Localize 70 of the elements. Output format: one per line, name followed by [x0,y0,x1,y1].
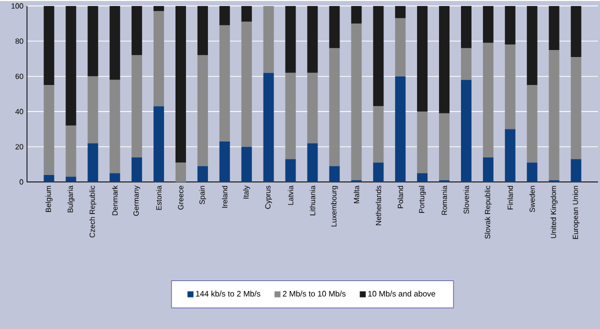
bar [263,72,274,182]
bar [154,6,164,12]
bar [395,18,406,76]
bar [219,6,230,26]
bar [460,6,472,48]
bar [44,85,54,175]
bar [329,48,340,166]
bar [307,6,318,73]
bar [373,6,384,106]
bar [417,112,428,174]
bar [395,6,406,18]
bar [154,106,164,182]
bar [526,85,538,163]
bar [548,6,560,50]
bar [307,72,318,144]
bar [417,6,428,112]
bar [66,126,76,177]
bar [460,48,472,80]
bar [548,50,560,180]
bar [241,22,252,147]
bar [44,6,54,86]
bar [66,176,76,182]
bar [219,25,230,142]
bar [132,157,142,182]
bar [132,6,142,56]
bar [197,166,208,182]
bar [570,57,582,160]
bar [197,55,208,166]
bar [460,80,472,182]
bar [88,6,98,76]
bar [351,24,362,180]
bar [197,6,208,56]
bar [110,173,120,182]
bar [351,6,362,24]
bar [44,174,54,182]
bar [526,162,538,182]
bar [439,6,450,114]
bar [263,6,274,73]
bar [241,6,252,22]
bar [175,6,186,163]
bar [373,106,384,163]
bar [373,162,384,182]
bar [175,162,186,182]
bar [395,76,406,182]
bar [439,113,450,180]
bar [504,129,516,182]
bar [504,44,516,130]
bar [110,80,120,174]
bar [482,157,494,182]
bar [417,173,428,182]
bar [285,72,296,160]
bar [241,146,252,182]
bar [132,55,142,158]
bar [482,6,494,43]
bar [285,159,296,182]
bar [66,6,76,126]
bar [482,42,494,158]
bar [88,76,98,144]
bar [285,6,296,73]
bar [570,6,582,58]
bar [526,6,538,86]
bar [570,159,582,182]
bar [154,11,164,106]
bar [329,166,340,182]
bar [504,6,516,45]
bar [329,6,340,48]
bar [88,143,98,182]
bar [110,6,120,80]
bar [219,141,230,182]
bar [307,143,318,182]
